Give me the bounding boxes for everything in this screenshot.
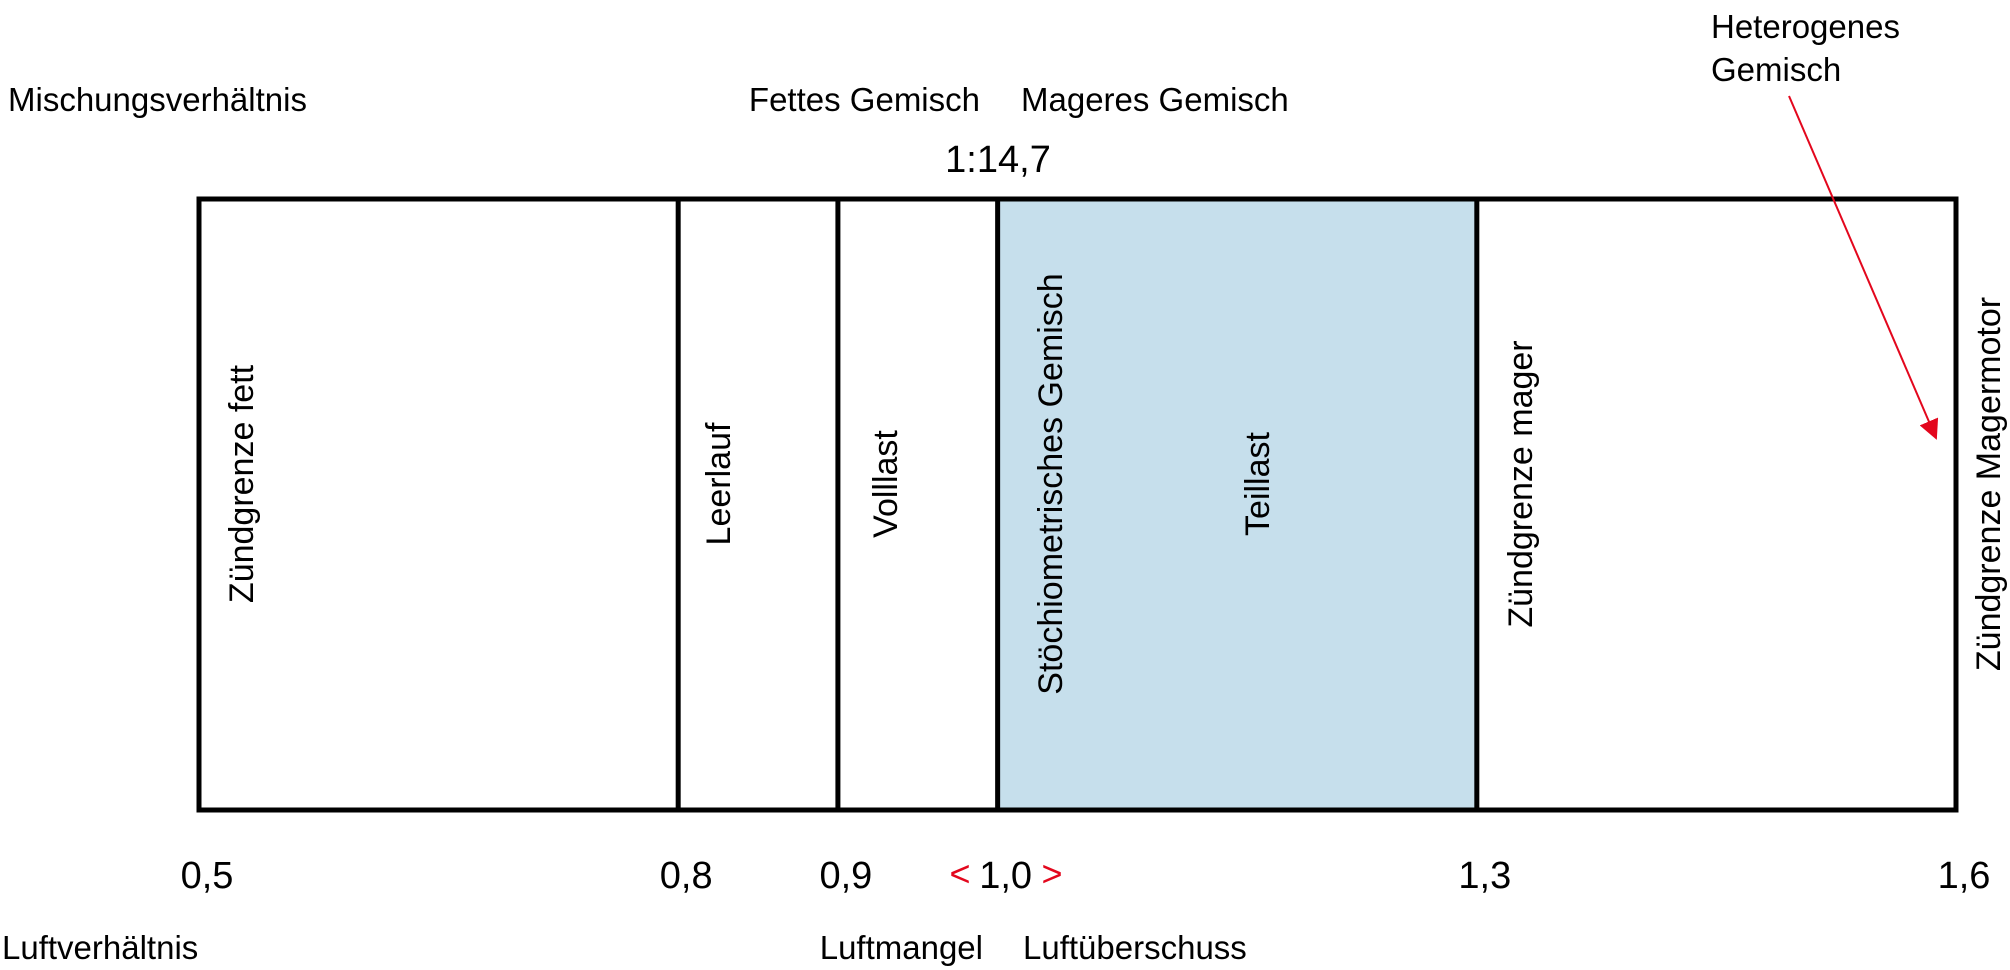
- tick-label: 0,5: [181, 855, 234, 897]
- less-than-marker: <: [949, 853, 970, 894]
- tick-label: 1,6: [1938, 855, 1991, 897]
- rich-mixture-label: Fettes Gemisch: [749, 81, 980, 118]
- region-label: Zündgrenze fett: [223, 364, 261, 603]
- tick-label: 1,3: [1458, 855, 1511, 897]
- tick-label: 0,8: [660, 855, 713, 897]
- region-label: Stöchiometrisches Gemisch: [1032, 273, 1070, 694]
- region-label: Teillast: [1239, 431, 1277, 535]
- air-ratio-label: Luftverhältnis: [2, 929, 198, 966]
- region-label: Zündgrenze Magermotor: [1970, 297, 2008, 671]
- tick-label: 1,0: [979, 855, 1032, 897]
- stoichiometric-band: [997, 199, 1477, 810]
- diagram-frame: [196, 196, 1959, 813]
- lean-mixture-label: Mageres Gemisch: [1021, 81, 1289, 118]
- region-label: Volllast: [867, 430, 905, 538]
- heterogeneous-label-line1: Heterogenes: [1711, 8, 1900, 45]
- greater-than-marker: >: [1041, 853, 1062, 894]
- tick-labels: 0,5 0,8 0,9 1,0 1,3 1,6: [181, 855, 1991, 897]
- mixing-ratio-label: Mischungsverhältnis: [8, 81, 307, 118]
- air-deficiency-label: Luftmangel: [820, 929, 983, 966]
- heterogeneous-arrow: [1788, 95, 1939, 440]
- region-labels: Zündgrenze fett Leerlauf Volllast Stöchiome…: [223, 273, 2008, 694]
- boundary-lines: [675, 199, 1480, 810]
- stoich-ratio-label: 1:14,7: [945, 139, 1051, 181]
- region-label: Zündgrenze mager: [1502, 340, 1540, 627]
- air-excess-label: Luftüberschuss: [1023, 929, 1247, 966]
- heterogeneous-label-line2: Gemisch: [1711, 51, 1841, 88]
- region-label: Leerlauf: [700, 422, 738, 545]
- tick-label: 0,9: [819, 855, 872, 897]
